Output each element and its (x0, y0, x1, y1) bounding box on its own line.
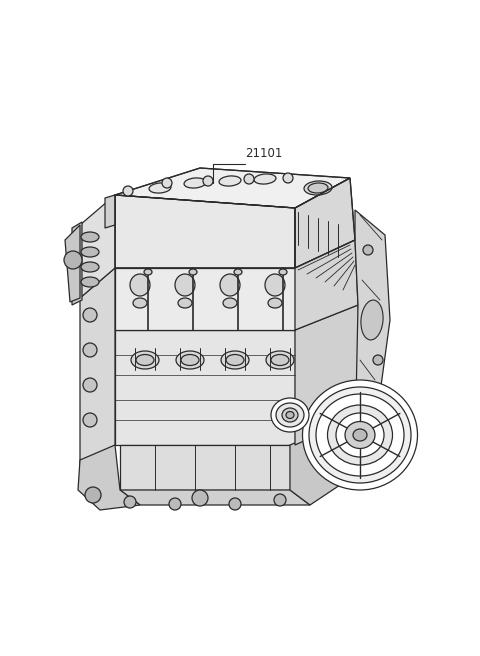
Ellipse shape (130, 274, 150, 296)
Ellipse shape (353, 429, 367, 441)
Polygon shape (105, 195, 115, 228)
Ellipse shape (279, 269, 287, 275)
Ellipse shape (336, 413, 384, 457)
Circle shape (83, 378, 97, 392)
Circle shape (192, 490, 208, 506)
Ellipse shape (81, 277, 99, 287)
Circle shape (124, 496, 136, 508)
Ellipse shape (286, 411, 294, 419)
Ellipse shape (181, 354, 199, 365)
Ellipse shape (136, 354, 154, 365)
Ellipse shape (221, 351, 249, 369)
Circle shape (363, 245, 373, 255)
Polygon shape (80, 195, 115, 298)
Ellipse shape (226, 354, 244, 365)
Ellipse shape (189, 269, 197, 275)
Ellipse shape (223, 298, 237, 308)
Ellipse shape (345, 422, 375, 449)
Polygon shape (65, 225, 80, 302)
Circle shape (229, 498, 241, 510)
Ellipse shape (327, 405, 393, 465)
Polygon shape (115, 330, 295, 445)
Polygon shape (295, 178, 355, 268)
Ellipse shape (234, 269, 242, 275)
Ellipse shape (81, 247, 99, 257)
Ellipse shape (175, 274, 195, 296)
Ellipse shape (309, 387, 411, 483)
Ellipse shape (144, 269, 152, 275)
Circle shape (244, 174, 254, 184)
Ellipse shape (308, 183, 328, 193)
Ellipse shape (81, 232, 99, 242)
Circle shape (203, 176, 213, 186)
Ellipse shape (184, 178, 206, 188)
Ellipse shape (220, 274, 240, 296)
Polygon shape (72, 222, 82, 305)
Ellipse shape (282, 408, 298, 422)
Text: 21101: 21101 (245, 147, 282, 160)
Polygon shape (355, 210, 390, 450)
Polygon shape (295, 305, 370, 465)
Polygon shape (80, 268, 115, 468)
Ellipse shape (265, 274, 285, 296)
Circle shape (162, 178, 172, 188)
Ellipse shape (176, 351, 204, 369)
Ellipse shape (149, 183, 171, 193)
Ellipse shape (361, 300, 383, 340)
Ellipse shape (271, 354, 289, 365)
Ellipse shape (304, 181, 332, 195)
Circle shape (283, 173, 293, 183)
Circle shape (64, 251, 82, 269)
Ellipse shape (276, 403, 304, 427)
Ellipse shape (81, 262, 99, 272)
Circle shape (83, 343, 97, 357)
Circle shape (85, 487, 101, 503)
Circle shape (169, 498, 181, 510)
Ellipse shape (219, 176, 241, 186)
Circle shape (83, 308, 97, 322)
Ellipse shape (266, 351, 294, 369)
Polygon shape (120, 490, 310, 505)
Circle shape (123, 186, 133, 196)
Polygon shape (120, 445, 290, 490)
Polygon shape (115, 168, 350, 208)
Ellipse shape (133, 298, 147, 308)
Circle shape (365, 435, 375, 445)
Ellipse shape (271, 398, 309, 432)
Ellipse shape (178, 298, 192, 308)
Circle shape (274, 494, 286, 506)
Ellipse shape (316, 394, 404, 476)
Circle shape (373, 355, 383, 365)
Ellipse shape (268, 298, 282, 308)
Ellipse shape (131, 351, 159, 369)
Circle shape (83, 413, 97, 427)
Polygon shape (115, 195, 295, 268)
Ellipse shape (254, 174, 276, 184)
Polygon shape (295, 240, 358, 330)
Ellipse shape (302, 380, 418, 490)
Polygon shape (115, 268, 295, 330)
Polygon shape (290, 418, 370, 505)
Polygon shape (78, 445, 140, 510)
